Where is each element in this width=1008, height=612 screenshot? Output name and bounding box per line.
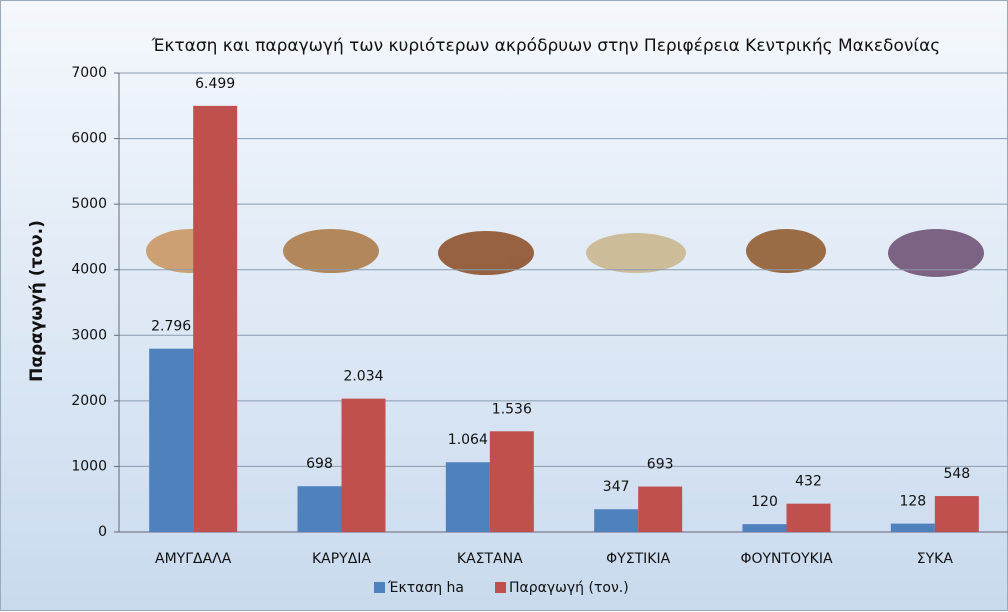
x-tick-label: ΦΟΥΝΤΟΥΚΙΑ	[740, 551, 832, 567]
y-tick-label: 5000	[71, 196, 107, 212]
data-label: 2.796	[151, 319, 191, 335]
bar	[786, 503, 831, 532]
data-label: 548	[943, 466, 970, 482]
bar	[489, 431, 534, 532]
x-tick-label: ΣΥΚΑ	[917, 551, 954, 567]
bar	[638, 486, 683, 532]
data-label: 693	[647, 457, 674, 473]
data-label: 698	[306, 456, 333, 472]
x-tick-label: ΦΥΣΤΙΚΙΑ	[606, 551, 670, 567]
decoration	[146, 229, 984, 277]
data-label: 1.536	[492, 401, 532, 417]
y-tick-label: 0	[98, 524, 107, 540]
legend-swatch	[374, 582, 385, 593]
bar	[934, 496, 979, 532]
data-label: 2.034	[343, 369, 383, 385]
data-label: 432	[795, 474, 822, 490]
x-tick-label: ΑΜΥΓΔΑΛΑ	[155, 551, 232, 567]
data-label: 1.064	[448, 432, 488, 448]
y-tick-label: 6000	[71, 131, 107, 147]
data-label: 128	[899, 494, 926, 510]
data-label: 6.499	[195, 76, 235, 92]
bar	[890, 523, 935, 532]
bar	[445, 462, 490, 532]
y-axis-label: Παραγωγή (τον.)	[27, 220, 47, 382]
x-tick-label: ΚΑΣΤΑΝΑ	[457, 551, 523, 567]
chart-title: Έκταση και παραγωγή των κυριότερων ακρόδ…	[151, 36, 941, 56]
legend-label: Παραγωγή (τον.)	[509, 580, 629, 596]
y-tick-label: 3000	[71, 327, 107, 343]
y-tick-label: 4000	[71, 262, 107, 278]
x-tick-label: ΚΑΡΥΔΙΑ	[312, 551, 371, 567]
bar	[297, 486, 342, 532]
data-label: 347	[603, 479, 630, 495]
bar	[341, 398, 386, 532]
data-label: 120	[751, 494, 778, 510]
legend-label: Έκταση ha	[387, 580, 464, 596]
bar	[594, 509, 639, 532]
y-tick-label: 7000	[71, 65, 107, 81]
bar	[193, 105, 238, 532]
bar	[742, 524, 787, 532]
bar	[149, 348, 194, 532]
legend-swatch	[495, 582, 507, 593]
y-tick-label: 2000	[71, 393, 107, 409]
y-tick-label: 1000	[71, 458, 107, 474]
